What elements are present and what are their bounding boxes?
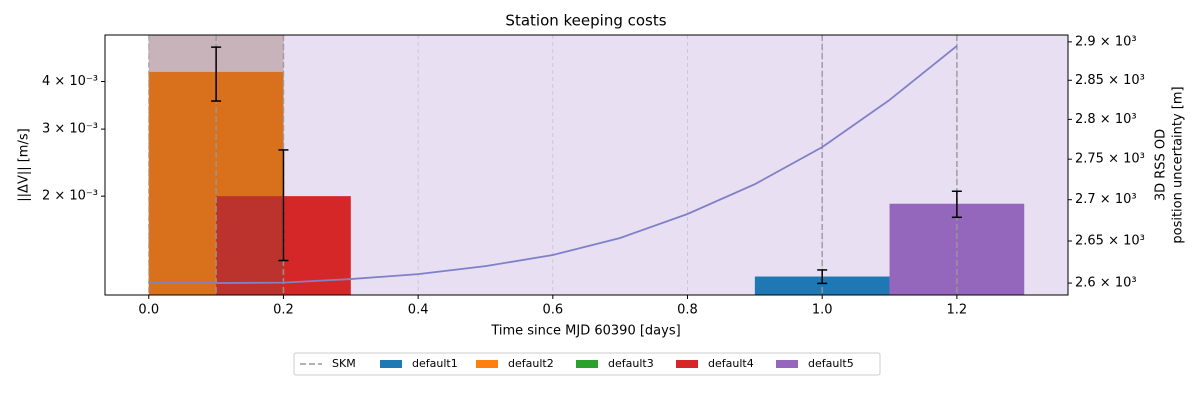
y2-tick-label: 2.7 × 10³ bbox=[1075, 192, 1137, 207]
legend-label: default1 bbox=[412, 357, 458, 370]
legend-label: default4 bbox=[708, 357, 754, 370]
y2-tick-label: 2.65 × 10³ bbox=[1075, 233, 1145, 248]
y2-tick-label: 2.85 × 10³ bbox=[1075, 73, 1145, 88]
legend-label: SKM bbox=[332, 357, 356, 370]
uncertainty-line bbox=[148, 45, 958, 284]
x-tick-label: 0.6 bbox=[542, 303, 563, 318]
legend-label: default3 bbox=[608, 357, 654, 370]
legend-swatch bbox=[476, 360, 498, 368]
legend-swatch bbox=[776, 360, 798, 368]
chart-title: Station keeping costs bbox=[505, 12, 666, 30]
legend-label: default2 bbox=[508, 357, 554, 370]
y2-axis-label: 3D RSS OD bbox=[1154, 129, 1169, 201]
y2-axis-label: position uncertainty [m] bbox=[1171, 86, 1186, 243]
legend-label: default5 bbox=[808, 357, 854, 370]
x-tick-label: 0.4 bbox=[408, 303, 429, 318]
x-tick-label: 0.8 bbox=[677, 303, 698, 318]
y2-tick-label: 2.75 × 10³ bbox=[1075, 152, 1145, 167]
legend-swatch bbox=[380, 360, 402, 368]
y2-tick-label: 2.8 × 10³ bbox=[1075, 112, 1137, 127]
y-tick-label: 2 × 10⁻³ bbox=[42, 189, 98, 204]
y-tick-label: 3 × 10⁻³ bbox=[42, 122, 98, 137]
plot-frame bbox=[104, 34, 1069, 296]
y-axis-label: ||ΔV|| [m/s] bbox=[17, 128, 32, 201]
y-tick-label: 4 × 10⁻³ bbox=[42, 74, 98, 89]
legend-swatch bbox=[676, 360, 698, 368]
bar bbox=[754, 276, 890, 295]
y2-tick-label: 2.9 × 10³ bbox=[1075, 34, 1137, 49]
x-tick-label: 0.2 bbox=[273, 303, 294, 318]
x-tick-label: 0.0 bbox=[138, 303, 159, 318]
legend-swatch bbox=[576, 360, 598, 368]
y2-tick-label: 2.6 × 10³ bbox=[1075, 276, 1137, 291]
x-axis-label: Time since MJD 60390 [days] bbox=[490, 324, 680, 339]
x-tick-label: 1.0 bbox=[812, 303, 833, 318]
x-tick-label: 1.2 bbox=[947, 303, 968, 318]
